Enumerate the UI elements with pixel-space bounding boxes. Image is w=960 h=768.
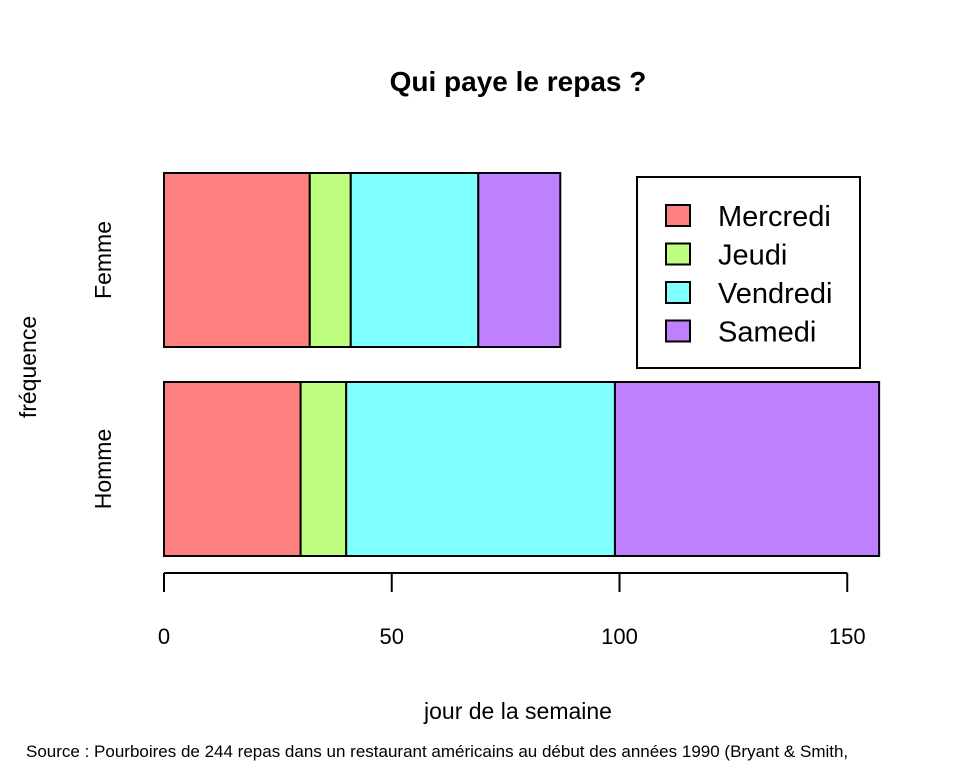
category-label-homme: Homme (90, 429, 116, 510)
bar-homme-jeudi (299, 381, 348, 557)
source-caption: Source : Pourboires de 244 repas dans un… (26, 742, 848, 761)
bar-femme-vendredi (349, 172, 480, 348)
x-tick-label: 150 (829, 624, 866, 649)
bar-homme-vendredi (345, 381, 616, 557)
bar-homme-samedi (613, 381, 881, 557)
x-tick-label: 0 (158, 624, 170, 649)
category-label-femme: Femme (90, 221, 116, 299)
legend-swatch-mercredi (665, 204, 691, 227)
chart-title: Qui paye le repas ? (390, 66, 647, 97)
x-axis: 0 50 100 150 (158, 572, 866, 649)
legend-swatch-vendredi (665, 281, 691, 304)
legend-label-samedi: Samedi (718, 317, 816, 349)
legend-label-jeudi: Jeudi (718, 240, 787, 272)
x-axis-label: jour de la semaine (423, 698, 612, 724)
legend-swatch-samedi (665, 319, 691, 343)
y-axis-label: fréquence (15, 316, 41, 418)
legend-label-vendredi: Vendredi (718, 278, 833, 310)
x-tick-label: 100 (601, 624, 638, 649)
bar-femme-jeudi (308, 172, 352, 348)
category-labels: Homme Femme (90, 221, 116, 509)
legend-swatch-jeudi (665, 242, 691, 266)
bars-group (163, 172, 881, 557)
x-tick-label: 50 (380, 624, 404, 649)
legend: Mercredi Jeudi Vendredi Samedi (636, 176, 861, 369)
bar-femme-mercredi (163, 172, 311, 348)
bar-homme-mercredi (163, 381, 302, 557)
legend-label-mercredi: Mercredi (718, 201, 831, 233)
bar-femme-samedi (477, 172, 562, 348)
